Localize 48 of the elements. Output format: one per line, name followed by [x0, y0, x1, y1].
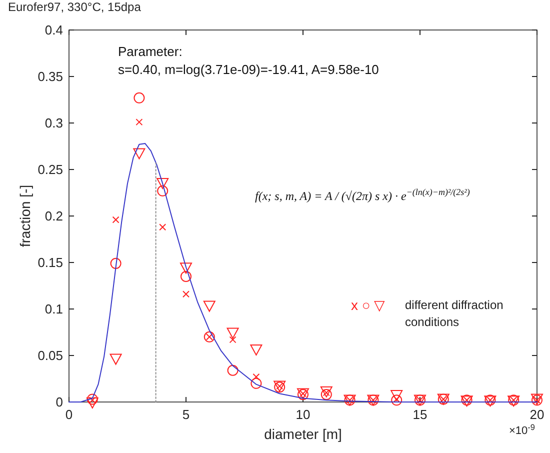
y-tick-label: 0.05: [38, 348, 63, 363]
point: [391, 394, 402, 406]
y-tick-label: 0.4: [44, 22, 63, 38]
x-tick-label: 10: [296, 407, 310, 422]
point: [134, 92, 145, 104]
x-axis-title: diameter [m]: [264, 426, 342, 442]
point: [156, 178, 169, 190]
point: [252, 373, 260, 380]
point: [390, 390, 403, 402]
y-tick-label: 0.3: [44, 116, 63, 130]
point: [182, 290, 190, 298]
point: [136, 118, 143, 126]
annotation: different diffraction conditions: [405, 298, 504, 329]
y-tick-label: 0.25: [38, 162, 63, 177]
text: ×10$^{-9}$: [508, 422, 536, 437]
annotation: f(x; s, m, A) = A / (√(2π) s x) · e$^{−(ln(x)−m)²/(2s²)}$: [255, 187, 470, 203]
x-tick-label: 15: [412, 407, 428, 422]
point: [112, 216, 120, 224]
x-tick-label: 20: [530, 407, 544, 422]
y-tick-label: 0.2: [44, 208, 63, 224]
point: [229, 336, 236, 344]
point: [320, 386, 332, 398]
point: [227, 364, 238, 376]
annotation: Parameter:: [118, 44, 182, 59]
y-tick-label: 0.35: [38, 69, 63, 84]
y-tick-label: 0.15: [38, 255, 63, 270]
chart-title: Eurofer97, 330°C, 15dpa: [8, 0, 142, 14]
point: [250, 378, 262, 389]
point: [159, 224, 166, 231]
y-tick-label: 0.1: [44, 302, 63, 316]
point: [180, 262, 192, 274]
point: [320, 389, 332, 400]
point: [180, 270, 192, 282]
y-tick-label: 0: [56, 394, 63, 410]
x-tick-label: 0: [65, 407, 73, 422]
point: [250, 344, 262, 356]
point: [86, 394, 98, 405]
point: [86, 398, 98, 408]
annotation: s=0.40, m=log(3.71e-09)=-19.41, A=9.58e-10: [118, 62, 379, 77]
point: [110, 354, 122, 365]
point: [133, 148, 146, 160]
point: [110, 258, 122, 269]
y-axis-title: fraction [-]: [17, 184, 33, 248]
point: [203, 300, 216, 312]
point: [157, 185, 168, 196]
point: [226, 328, 239, 339]
marker-symbols: x ○ ▽: [351, 297, 386, 313]
x-tick-label: 5: [182, 407, 190, 422]
